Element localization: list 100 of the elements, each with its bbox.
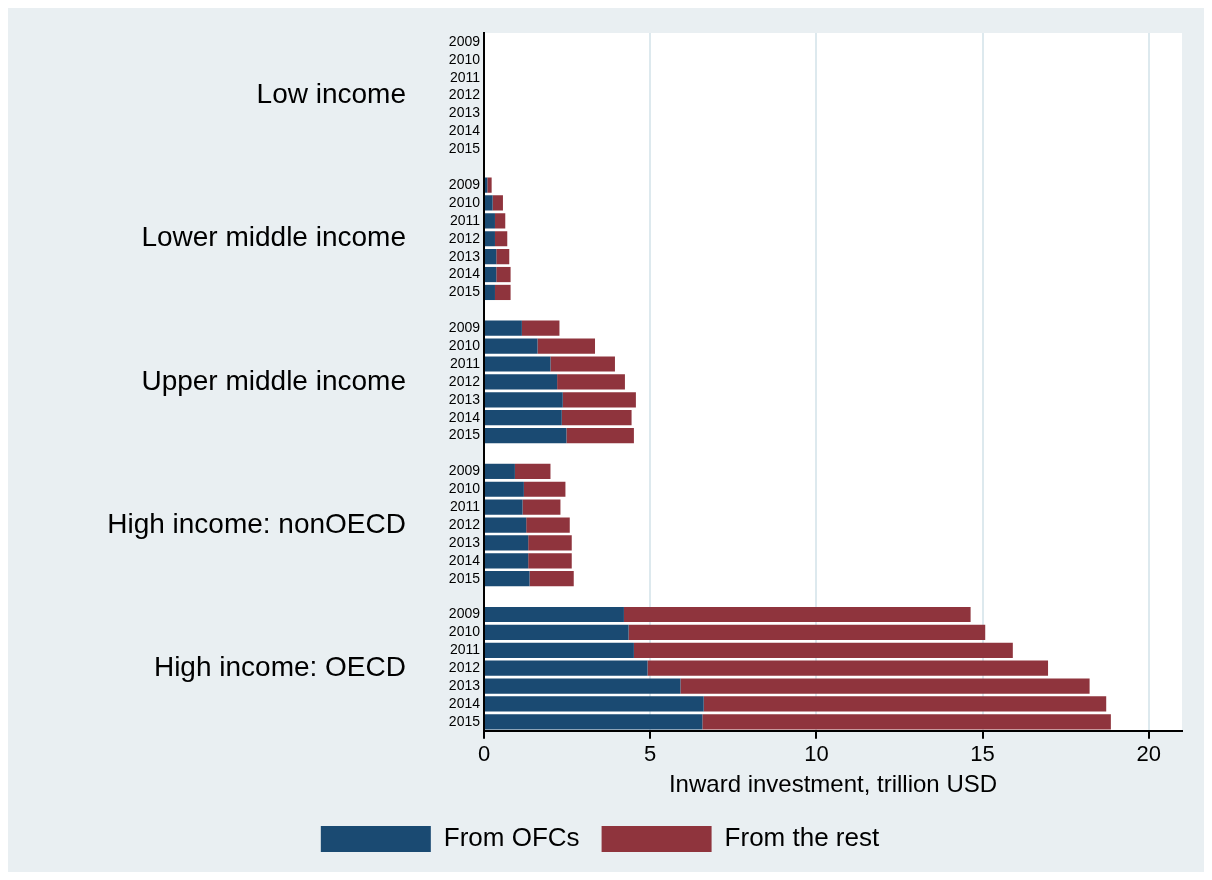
- y-tick-label: 2009: [448, 32, 481, 49]
- bar: [485, 356, 551, 372]
- y-tick-label: 2013: [448, 104, 481, 121]
- bar: [485, 517, 527, 533]
- y-tick-label: 2015: [448, 140, 481, 157]
- text: High income: nonOECD: [107, 507, 406, 539]
- y-tick-label: 2012: [448, 372, 481, 389]
- bar: [561, 410, 632, 426]
- bar: [485, 177, 488, 193]
- y-tick-label: 2014: [448, 551, 481, 568]
- bar: [496, 249, 510, 265]
- bar: [485, 642, 634, 658]
- bar: [485, 606, 624, 623]
- bar: [529, 571, 574, 587]
- bar: [485, 427, 567, 444]
- y-tick-label: 2015: [448, 569, 481, 586]
- bar: [494, 231, 508, 247]
- y-tick-label: 2014: [448, 694, 481, 711]
- y-tick-label: 2013: [448, 676, 481, 693]
- y-tick-label: 2010: [448, 50, 481, 67]
- bar: [485, 571, 530, 587]
- bar: [485, 463, 515, 479]
- bar: [485, 410, 562, 426]
- y-tick-label: 2010: [448, 193, 481, 210]
- y-tick-label: 2012: [448, 659, 481, 676]
- x-axis-title: Inward investment, trillion USD: [668, 770, 998, 798]
- x-tick-label: 10: [804, 741, 829, 767]
- bar: [485, 696, 704, 712]
- bar: [485, 374, 558, 390]
- y-tick-label: 2013: [448, 390, 481, 407]
- y-tick-label: 2011: [449, 211, 481, 228]
- y-tick-label: 2009: [448, 175, 481, 192]
- bar: [526, 517, 570, 533]
- bar: [680, 678, 1090, 694]
- bar: [523, 481, 566, 497]
- bar: [521, 320, 560, 336]
- bar: [485, 284, 495, 301]
- bar: [702, 714, 1111, 730]
- y-tick-label: 2012: [448, 86, 481, 103]
- y-tick-label: 2009: [448, 605, 481, 622]
- bar: [647, 660, 1049, 676]
- y-tick-label: 2014: [448, 408, 481, 425]
- y-tick-label: 2015: [448, 283, 481, 300]
- text: High income: OECD: [153, 650, 406, 682]
- x-tick-label: 15: [970, 741, 995, 767]
- bar: [485, 266, 497, 283]
- bar: [494, 213, 506, 229]
- bar: [485, 392, 563, 408]
- bar: [485, 660, 648, 676]
- x-tick-label: 20: [1136, 741, 1161, 767]
- y-tick-label: 2014: [448, 122, 481, 139]
- bar: [485, 320, 522, 336]
- y-tick-label: 2013: [448, 533, 481, 550]
- bar: [485, 553, 529, 569]
- y-tick-label: 2015: [448, 426, 481, 443]
- y-tick-label: 2015: [448, 712, 481, 729]
- y-tick-label: 2013: [448, 247, 481, 264]
- bar: [537, 338, 596, 354]
- bar: [528, 553, 572, 569]
- y-tick-label: 2011: [449, 68, 481, 85]
- bar: [557, 374, 625, 390]
- bar: [485, 499, 523, 515]
- bar: [487, 177, 492, 193]
- y-tick-label: 2012: [448, 229, 481, 246]
- legend-label: From the rest: [724, 822, 880, 853]
- bar: [562, 392, 636, 408]
- y-tick-label: 2014: [448, 265, 481, 282]
- bar: [628, 624, 986, 640]
- y-tick-label: 2010: [448, 623, 481, 640]
- y-tick-label: 2010: [448, 480, 481, 497]
- bar: [514, 463, 551, 479]
- bar: [703, 696, 1107, 712]
- bar: [528, 535, 572, 551]
- text: Low income: [256, 78, 406, 110]
- legend-label: From OFCs: [443, 822, 580, 853]
- bar: [485, 195, 493, 211]
- bar: [492, 195, 503, 211]
- bar: [623, 606, 971, 623]
- text: Lower middle income: [141, 221, 406, 253]
- x-tick-label: 5: [644, 741, 657, 767]
- text: Upper middle income: [141, 364, 406, 396]
- bar: [485, 481, 524, 497]
- y-tick-label: 2009: [448, 319, 481, 336]
- bar: [485, 338, 538, 354]
- y-tick-label: 2011: [449, 354, 481, 371]
- bar: [485, 624, 629, 640]
- y-tick-label: 2011: [449, 498, 481, 515]
- bar: [485, 678, 681, 694]
- bar: [485, 714, 703, 730]
- bar: [485, 213, 495, 229]
- y-tick-label: 2010: [448, 336, 481, 353]
- x-tick-label: 0: [477, 741, 491, 767]
- bar: [496, 266, 511, 283]
- bar: [566, 427, 634, 444]
- bar: [522, 499, 561, 515]
- y-tick-label: 2009: [448, 462, 481, 479]
- bar: [633, 642, 1013, 658]
- bar: [485, 249, 497, 265]
- bar: [485, 231, 495, 247]
- bar: [494, 284, 511, 301]
